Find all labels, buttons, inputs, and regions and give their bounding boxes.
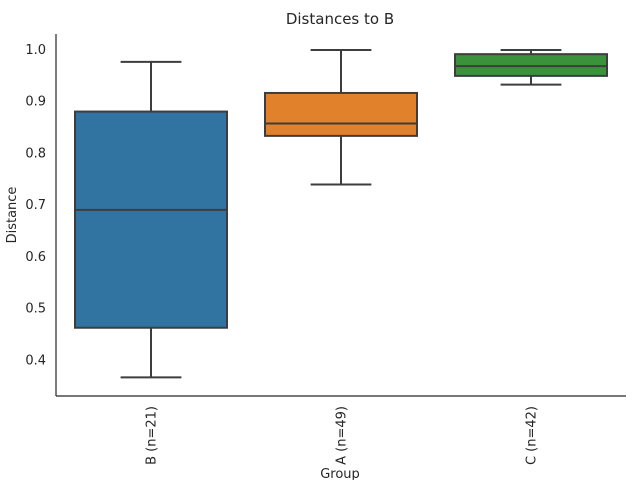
x-tick-label: B (n=21) <box>145 406 160 465</box>
y-axis-label: Distance <box>5 187 20 244</box>
y-tick-label: 0.5 <box>25 302 46 317</box>
plot-area: 0.4 0.5 0.6 0.7 0.8 0.9 1.0 B (n=21) A (n=49) C (… <box>25 34 626 465</box>
y-tick-label: 1.0 <box>25 43 46 58</box>
x-axis-label: Group <box>320 467 360 480</box>
box-3 <box>454 53 608 77</box>
y-tick-label: 0.8 <box>25 146 46 161</box>
box-1 <box>74 110 228 329</box>
y-tick-label: 0.7 <box>25 198 46 213</box>
y-tick-label: 0.4 <box>25 353 46 368</box>
x-tick-label: C (n=42) <box>525 406 540 465</box>
y-tick-label: 0.9 <box>25 95 46 110</box>
x-tick-label: A (n=49) <box>335 406 350 465</box>
y-tick-label: 0.6 <box>25 250 46 265</box>
chart-title: Distances to B <box>286 10 394 28</box>
box-2 <box>264 91 418 137</box>
